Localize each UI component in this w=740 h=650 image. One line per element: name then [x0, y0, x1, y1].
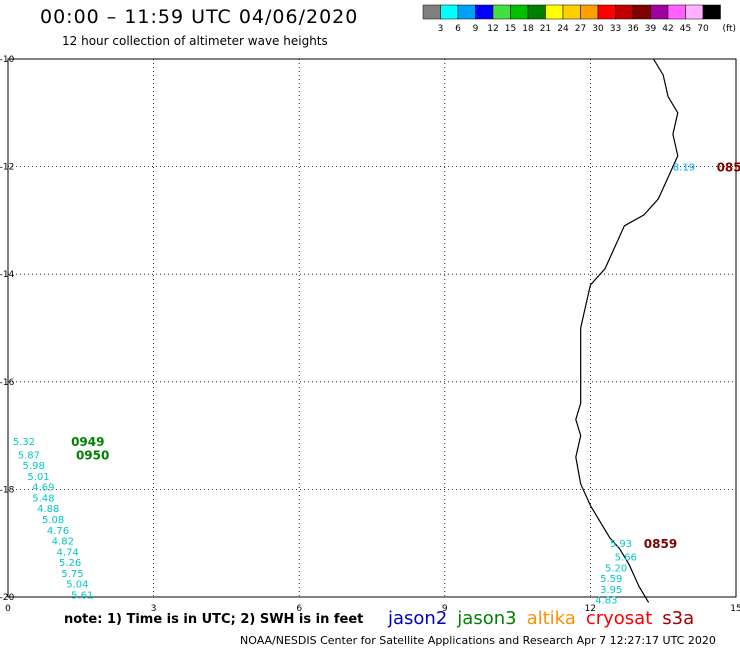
- wave-height-value: 5.20: [605, 563, 627, 574]
- legend-tick: 9: [473, 24, 479, 34]
- legend-tick: 12: [487, 24, 498, 34]
- credit-line: NOAA/NESDIS Center for Satellite Applica…: [240, 634, 716, 647]
- wave-height-value: 5.08: [42, 515, 64, 526]
- satellite-s3a: s3a: [662, 608, 695, 629]
- y-tick-label: -16: [0, 378, 15, 388]
- y-tick-label: -18: [0, 485, 15, 495]
- satellite-legend: jason2 jason3 altika cryosat s3a: [388, 608, 704, 629]
- wave-height-value: 4.82: [52, 537, 74, 548]
- wave-height-value: 4.69: [32, 483, 54, 494]
- wave-height-value: 4.83: [595, 596, 617, 607]
- wave-height-value: 5.75: [61, 569, 83, 580]
- coastline: [575, 58, 679, 603]
- wave-height-value: 5.61: [71, 590, 93, 601]
- legend-tick: 36: [627, 24, 639, 34]
- x-tick-label: 15: [730, 604, 740, 612]
- x-tick-label: 12: [585, 604, 596, 612]
- legend-tick: 3: [438, 24, 444, 34]
- pass-time-label: 085: [717, 161, 740, 175]
- satellite-altika: altika: [526, 608, 576, 629]
- wave-height-map: 0 3 6 9 12 15-10-12-14-16-18-20 5.325.875.985…: [0, 55, 740, 612]
- satellite-jason2: jason2: [388, 608, 448, 629]
- legend-tick: 39: [645, 24, 657, 34]
- wave-height-value: 5.93: [610, 539, 632, 550]
- legend-tick: 42: [662, 24, 673, 34]
- legend-tick: 24: [557, 24, 569, 34]
- footer-note: note: 1) Time is in UTC; 2) SWH is in fe…: [64, 612, 364, 627]
- map-title: 00:00 – 11:59 UTC 04/06/2020: [40, 6, 359, 28]
- pass-time-label: 0949: [71, 435, 104, 449]
- axis-tick-labels: 0 3 6 9 12 15 -10 -12 -14 -16 -18 -20: [0, 55, 740, 612]
- color-scale-legend: 3 6 9 12 15 18 21 24 27 30 33 36 39 42 45 70 (ft): [422, 4, 737, 34]
- wave-height-value: 4.74: [57, 547, 79, 558]
- map-frame: [7, 58, 737, 598]
- x-tick-label: 6: [296, 604, 302, 612]
- wave-height-value: 5.87: [18, 450, 40, 461]
- wave-height-value: 5.26: [59, 558, 81, 569]
- wave-height-value: 5.04: [66, 580, 88, 591]
- x-tick-label: 3: [151, 604, 157, 612]
- wave-height-value: 5.32: [13, 437, 35, 448]
- legend-tick: 6: [455, 24, 461, 34]
- wave-height-values: 5.32 5.875.985.014.695.484.885.084.764.82…: [13, 163, 695, 607]
- wave-height-value: 4.76: [47, 526, 69, 537]
- y-tick-label: -10: [0, 55, 15, 65]
- pass-time-label: 0950: [76, 448, 109, 462]
- wave-height-value: 5.98: [23, 461, 45, 472]
- legend-tick: 18: [522, 24, 534, 34]
- x-tick-label: 9: [442, 604, 448, 612]
- legend-tick: 45: [680, 24, 691, 34]
- x-tick-label: 0: [5, 604, 11, 612]
- wave-height-value: 4.88: [37, 504, 59, 515]
- y-tick-label: -14: [0, 270, 15, 280]
- legend-tick: 70: [697, 24, 709, 34]
- legend-tick: 30: [592, 24, 604, 34]
- wave-height-value: 5.01: [27, 472, 49, 483]
- legend-tick: 27: [575, 24, 586, 34]
- legend-tick: 15: [505, 24, 516, 34]
- legend-unit: (ft): [723, 24, 737, 34]
- y-tick-label: -12: [0, 163, 14, 173]
- y-tick-label: -20: [0, 593, 15, 603]
- wave-height-value: 8.19: [673, 163, 695, 174]
- map-gridlines: [8, 59, 736, 597]
- wave-height-value: 5.66: [615, 553, 637, 564]
- wave-height-value: 5.59: [600, 574, 622, 585]
- wave-height-value: 5.48: [32, 493, 54, 504]
- pass-time-label: 0859: [644, 537, 677, 551]
- map-subtitle: 12 hour collection of altimeter wave hei…: [62, 34, 328, 48]
- satellite-jason3: jason3: [457, 608, 517, 629]
- legend-swatch: [702, 4, 721, 20]
- wave-height-value: 3.95: [600, 585, 622, 596]
- legend-tick: 21: [540, 24, 551, 34]
- legend-tick: 33: [610, 24, 621, 34]
- satellite-cryosat: cryosat: [585, 608, 653, 629]
